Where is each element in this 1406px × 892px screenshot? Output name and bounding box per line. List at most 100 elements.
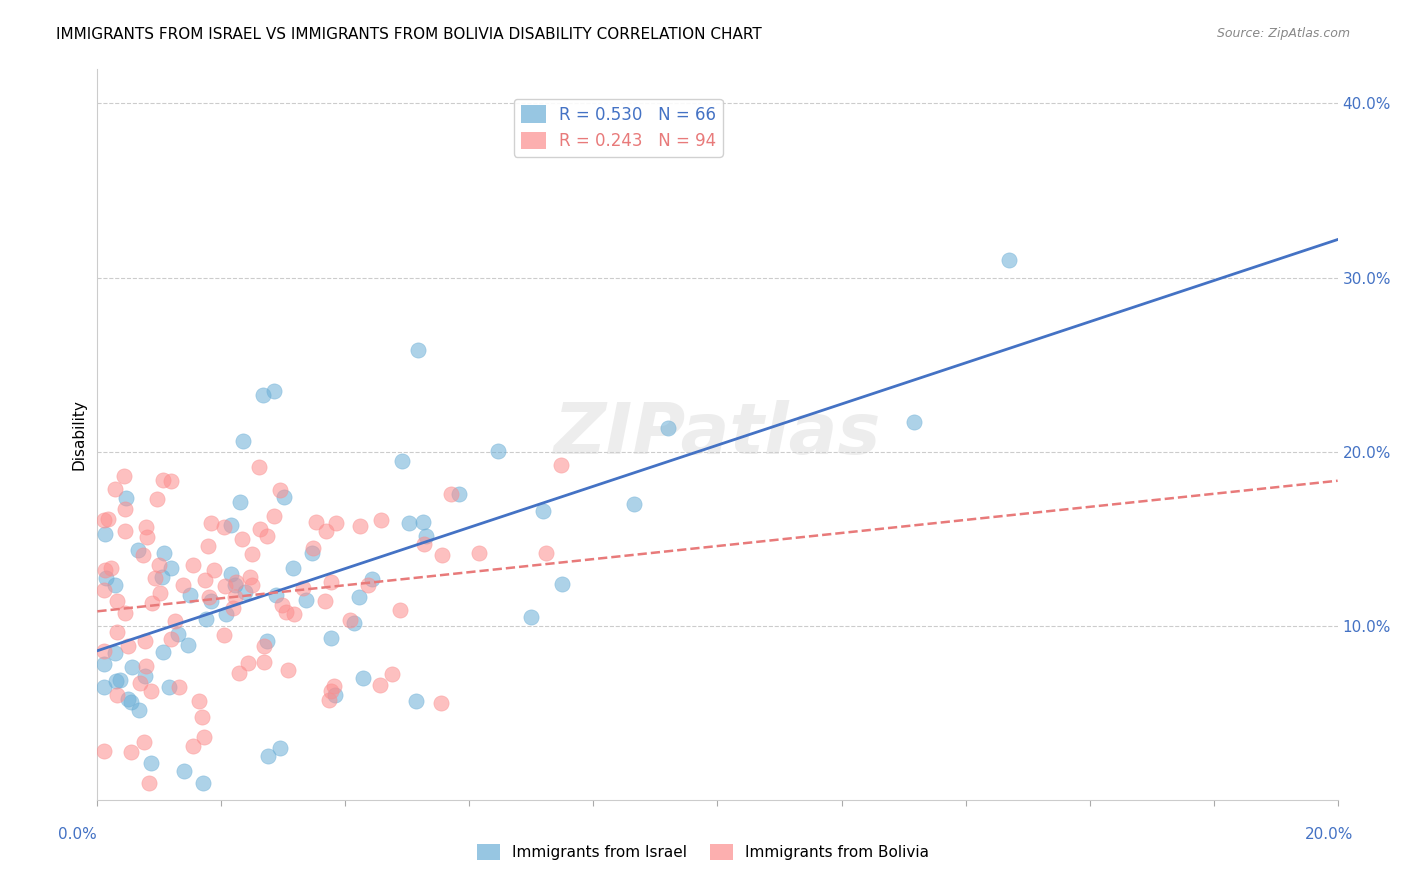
Point: [224, 591, 246, 605]
Point: [135, 658, 157, 673]
Point: [325, 688, 347, 702]
Point: [283, 607, 305, 621]
Point: [257, 748, 280, 763]
Point: [105, 688, 128, 702]
Point: [534, 546, 557, 560]
Point: [127, 543, 149, 558]
Point: [93, 744, 115, 758]
Point: [114, 524, 136, 538]
Point: [398, 516, 420, 530]
Point: [274, 606, 297, 620]
Point: [520, 609, 543, 624]
Point: [430, 548, 453, 562]
Point: [343, 615, 366, 630]
Point: [325, 516, 347, 531]
Point: [263, 384, 285, 399]
Point: [134, 634, 156, 648]
Point: [225, 574, 247, 589]
Point: [135, 520, 157, 534]
Point: [214, 579, 236, 593]
Point: [176, 638, 198, 652]
Point: [173, 764, 195, 779]
Point: [360, 572, 382, 586]
Point: [165, 614, 187, 628]
Point: [202, 563, 225, 577]
Point: [120, 746, 142, 760]
Point: [150, 570, 173, 584]
Point: [128, 676, 150, 690]
Point: [415, 529, 437, 543]
Text: 20.0%: 20.0%: [1305, 827, 1353, 841]
Point: [117, 639, 139, 653]
Point: [97, 512, 120, 526]
Point: [128, 703, 150, 717]
Point: [318, 693, 340, 707]
Point: [112, 469, 135, 483]
Point: [200, 593, 222, 607]
Point: [391, 454, 413, 468]
Point: [323, 679, 346, 693]
Point: [228, 665, 250, 680]
Point: [134, 669, 156, 683]
Point: [447, 487, 470, 501]
Point: [269, 483, 291, 497]
Point: [100, 561, 122, 575]
Point: [302, 541, 325, 555]
Point: [167, 680, 190, 694]
Point: [139, 684, 162, 698]
Point: [221, 601, 243, 615]
Point: [240, 578, 263, 592]
Point: [319, 632, 342, 646]
Point: [197, 539, 219, 553]
Point: [256, 633, 278, 648]
Point: [157, 680, 180, 694]
Point: [149, 586, 172, 600]
Point: [96, 571, 118, 585]
Point: [352, 672, 374, 686]
Point: [160, 632, 183, 647]
Point: [104, 578, 127, 592]
Point: [315, 524, 337, 539]
Point: [104, 482, 127, 496]
Point: [349, 518, 371, 533]
Point: [314, 594, 336, 608]
Point: [93, 513, 115, 527]
Point: [357, 578, 380, 592]
Point: [148, 558, 170, 572]
Point: [141, 596, 163, 610]
Point: [159, 560, 181, 574]
Point: [115, 491, 138, 505]
Point: [167, 627, 190, 641]
Point: [412, 515, 434, 529]
Point: [253, 655, 276, 669]
Point: [181, 558, 204, 572]
Point: [998, 253, 1021, 268]
Point: [172, 578, 194, 592]
Y-axis label: Disability: Disability: [72, 399, 86, 470]
Point: [194, 574, 217, 588]
Point: [347, 590, 370, 604]
Point: [321, 684, 343, 698]
Point: [370, 678, 392, 692]
Point: [273, 490, 295, 504]
Point: [232, 434, 254, 448]
Point: [219, 518, 242, 533]
Point: [224, 577, 246, 591]
Point: [193, 730, 215, 744]
Point: [319, 575, 342, 590]
Point: [240, 547, 263, 561]
Point: [551, 577, 574, 591]
Point: [114, 606, 136, 620]
Point: [212, 520, 235, 534]
Point: [281, 561, 304, 575]
Point: [94, 564, 117, 578]
Point: [657, 421, 679, 435]
Point: [132, 548, 155, 562]
Point: [120, 695, 142, 709]
Point: [370, 512, 392, 526]
Text: IMMIGRANTS FROM ISRAEL VS IMMIGRANTS FROM BOLIVIA DISABILITY CORRELATION CHART: IMMIGRANTS FROM ISRAEL VS IMMIGRANTS FRO…: [56, 27, 762, 42]
Point: [339, 614, 361, 628]
Point: [430, 696, 453, 710]
Point: [249, 523, 271, 537]
Point: [623, 498, 645, 512]
